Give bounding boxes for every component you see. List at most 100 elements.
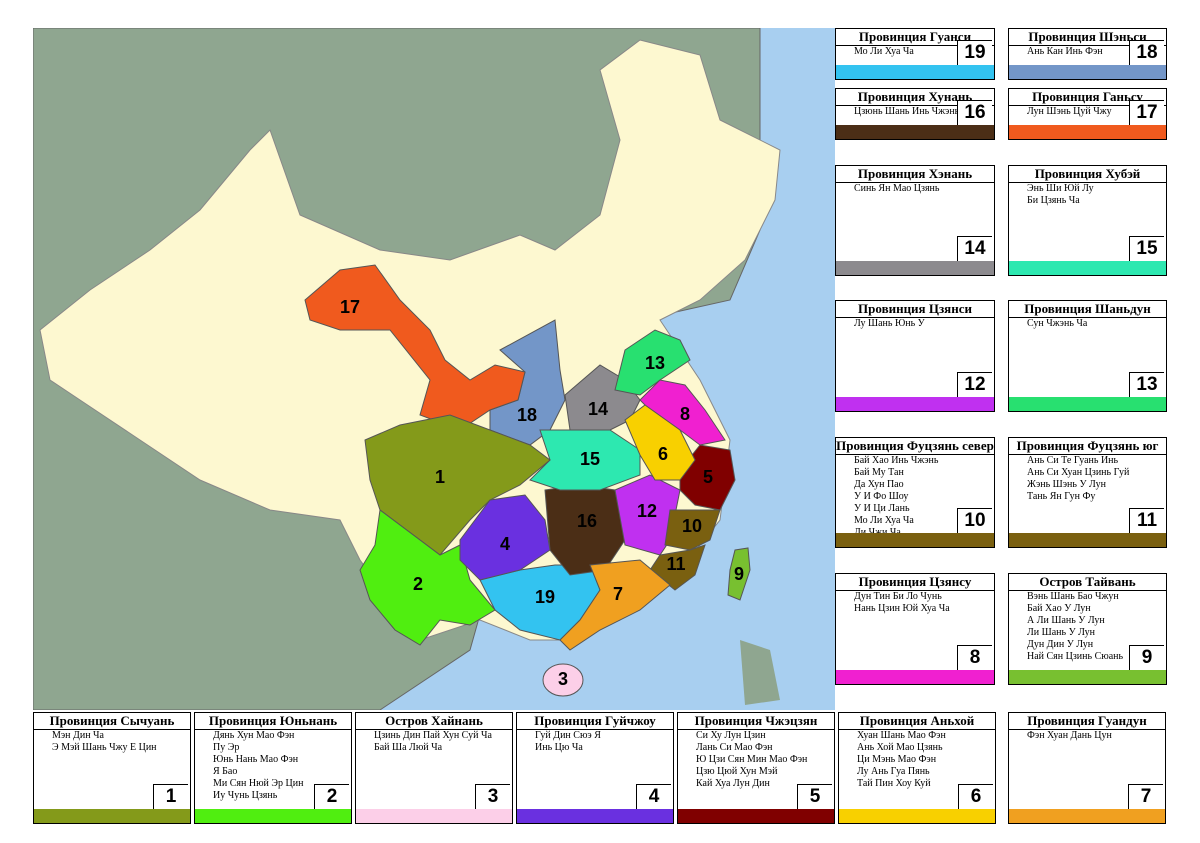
color-bar (836, 125, 994, 139)
card-number: 13 (1129, 372, 1164, 397)
tea-name: Я Бао (213, 766, 238, 777)
card-title: Провинция Гуанси (836, 29, 994, 46)
region-label: 18 (517, 405, 537, 425)
region-label: 3 (558, 669, 568, 689)
region-label: 11 (666, 554, 685, 574)
legend-card: Провинция Хунань Цзюнь Шань Инь Чжэнь 16 (835, 88, 995, 140)
card-title: Провинция Шэньси (1009, 29, 1166, 46)
region-label: 13 (645, 353, 665, 373)
card-title: Провинция Цзянси (836, 301, 994, 318)
tea-name: Сун Чжэнь Ча (1027, 318, 1088, 329)
card-number: 6 (958, 784, 993, 809)
card-number: 19 (957, 40, 992, 65)
region-label: 12 (637, 501, 657, 521)
region-label: 17 (340, 297, 360, 317)
region (529, 429, 641, 491)
tea-name: Лун Шэнь Цуй Чжу (1027, 106, 1112, 117)
color-bar (678, 809, 834, 823)
legend-card: Провинция Ганьсу Лун Шэнь Цуй Чжу 17 (1008, 88, 1167, 140)
card-number: 7 (1128, 784, 1163, 809)
region-label: 14 (588, 399, 608, 419)
card-number: 15 (1129, 236, 1164, 261)
legend-card: Провинция Гуандун Фэн Хуан Дань Цун 7 (1008, 712, 1166, 824)
color-bar (836, 670, 994, 684)
tea-name: Пу Эр (213, 742, 240, 753)
card-number: 5 (797, 784, 832, 809)
tea-name: Юнь Нань Мао Фэн (213, 754, 299, 765)
card-number: 17 (1129, 100, 1164, 125)
card-title: Провинция Юньнань (195, 713, 351, 730)
legend-card: Провинция Чжэцзян Си Ху Лун Цзин Лань Си М… (677, 712, 835, 824)
card-number: 2 (314, 784, 349, 809)
tea-name: Цзюнь Шань Инь Чжэнь (854, 106, 960, 117)
tea-name: Мо Ли Хуа Ча (854, 515, 914, 526)
tea-name: Синь Ян Мао Цзянь (854, 183, 940, 194)
tea-name: Бай Хао Инь Чжэнь (854, 455, 939, 466)
tea-name: Фэн Хуан Дань Цун (1027, 730, 1112, 741)
legend-card: Провинция Гуйчжоу Гуй Дин Сюэ Я Инь Цю Ча 4 (516, 712, 674, 824)
region (559, 559, 671, 651)
card-number: 16 (957, 100, 992, 125)
region (459, 494, 551, 581)
tea-name: Дун Дин У Лун (1027, 639, 1094, 650)
tea-name: А Ли Шань У Лун (1027, 615, 1105, 626)
card-title: Провинция Чжэцзян (678, 713, 834, 730)
tea-name: Нань Цзин Юй Хуа Ча (854, 603, 950, 614)
card-number: 4 (636, 784, 671, 809)
tea-name: Бай Му Тан (854, 467, 904, 478)
region-label: 1 (435, 467, 445, 487)
tea-name: Лань Си Мао Фэн (696, 742, 773, 753)
tea-name: Да Хун Пао (854, 479, 904, 490)
tea-name: Бай Хао У Лун (1027, 603, 1091, 614)
tea-name: Вэнь Шань Бао Чжун (1027, 591, 1119, 602)
card-title: Провинция Хубэй (1009, 166, 1166, 183)
region-label: 10 (682, 516, 702, 536)
card-title: Провинция Ганьсу (1009, 89, 1166, 106)
color-bar (836, 261, 994, 275)
card-title: Остров Тайвань (1009, 574, 1166, 591)
legend-card: Провинция Гуанси Мо Ли Хуа Ча 19 (835, 28, 995, 80)
region (664, 509, 721, 551)
region-label: 8 (680, 404, 690, 424)
legend-card: Провинция Хэнань Синь Ян Мао Цзянь 14 (835, 165, 995, 276)
tea-name: Ци Мэнь Мао Фэн (857, 754, 937, 765)
land (740, 640, 780, 705)
tea-name: Ань Си Те Гуань Инь (1027, 455, 1119, 466)
tea-name: Хуан Шань Мао Фэн (857, 730, 946, 741)
card-title: Провинция Шаньдун (1009, 301, 1166, 318)
tea-name: Би Цзянь Ча (1027, 195, 1080, 206)
color-bar (836, 397, 994, 411)
card-number: 8 (957, 645, 992, 670)
card-number: 11 (1129, 508, 1164, 533)
color-bar (1009, 670, 1166, 684)
color-bar (836, 533, 994, 547)
region-label: 5 (703, 467, 713, 487)
tea-name: Энь Ши Юй Лу (1027, 183, 1094, 194)
legend-card: Провинция Шаньдун Сун Чжэнь Ча 13 (1008, 300, 1167, 412)
region-label: 6 (658, 444, 668, 464)
card-title: Остров Хайнань (356, 713, 512, 730)
tea-name: Ань Хой Мао Цзянь (857, 742, 943, 753)
tea-name: Гуй Дин Сюэ Я (535, 730, 601, 741)
legend-card: Провинция Шэньси Ань Кан Инь Фэн 18 (1008, 28, 1167, 80)
card-title: Провинция Хунань (836, 89, 994, 106)
region-label: 4 (500, 534, 510, 554)
tea-name: Дянь Хун Мао Фэн (213, 730, 295, 741)
card-title: Провинция Цзянсу (836, 574, 994, 591)
tea-name: Ань Си Хуан Цзинь Гуй (1027, 467, 1130, 478)
color-bar (839, 809, 995, 823)
tea-name: Ми Сян Нюй Эр Цин (213, 778, 304, 789)
card-number: 10 (957, 508, 992, 533)
region-label: 2 (413, 574, 423, 594)
legend-card: Провинция Фуцзянь север Бай Хао Инь Чжэнь… (835, 437, 995, 548)
card-title: Провинция Хэнань (836, 166, 994, 183)
region-label: 7 (613, 584, 623, 604)
card-title: Провинция Фуцзянь юг (1009, 438, 1166, 455)
card-number: 3 (475, 784, 510, 809)
region (304, 264, 526, 431)
tea-name: Жэнь Шэнь У Лун (1027, 479, 1106, 490)
legend-card: Провинция Фуцзянь юг Ань Си Те Гуань Инь А… (1008, 437, 1167, 548)
region (624, 404, 696, 481)
